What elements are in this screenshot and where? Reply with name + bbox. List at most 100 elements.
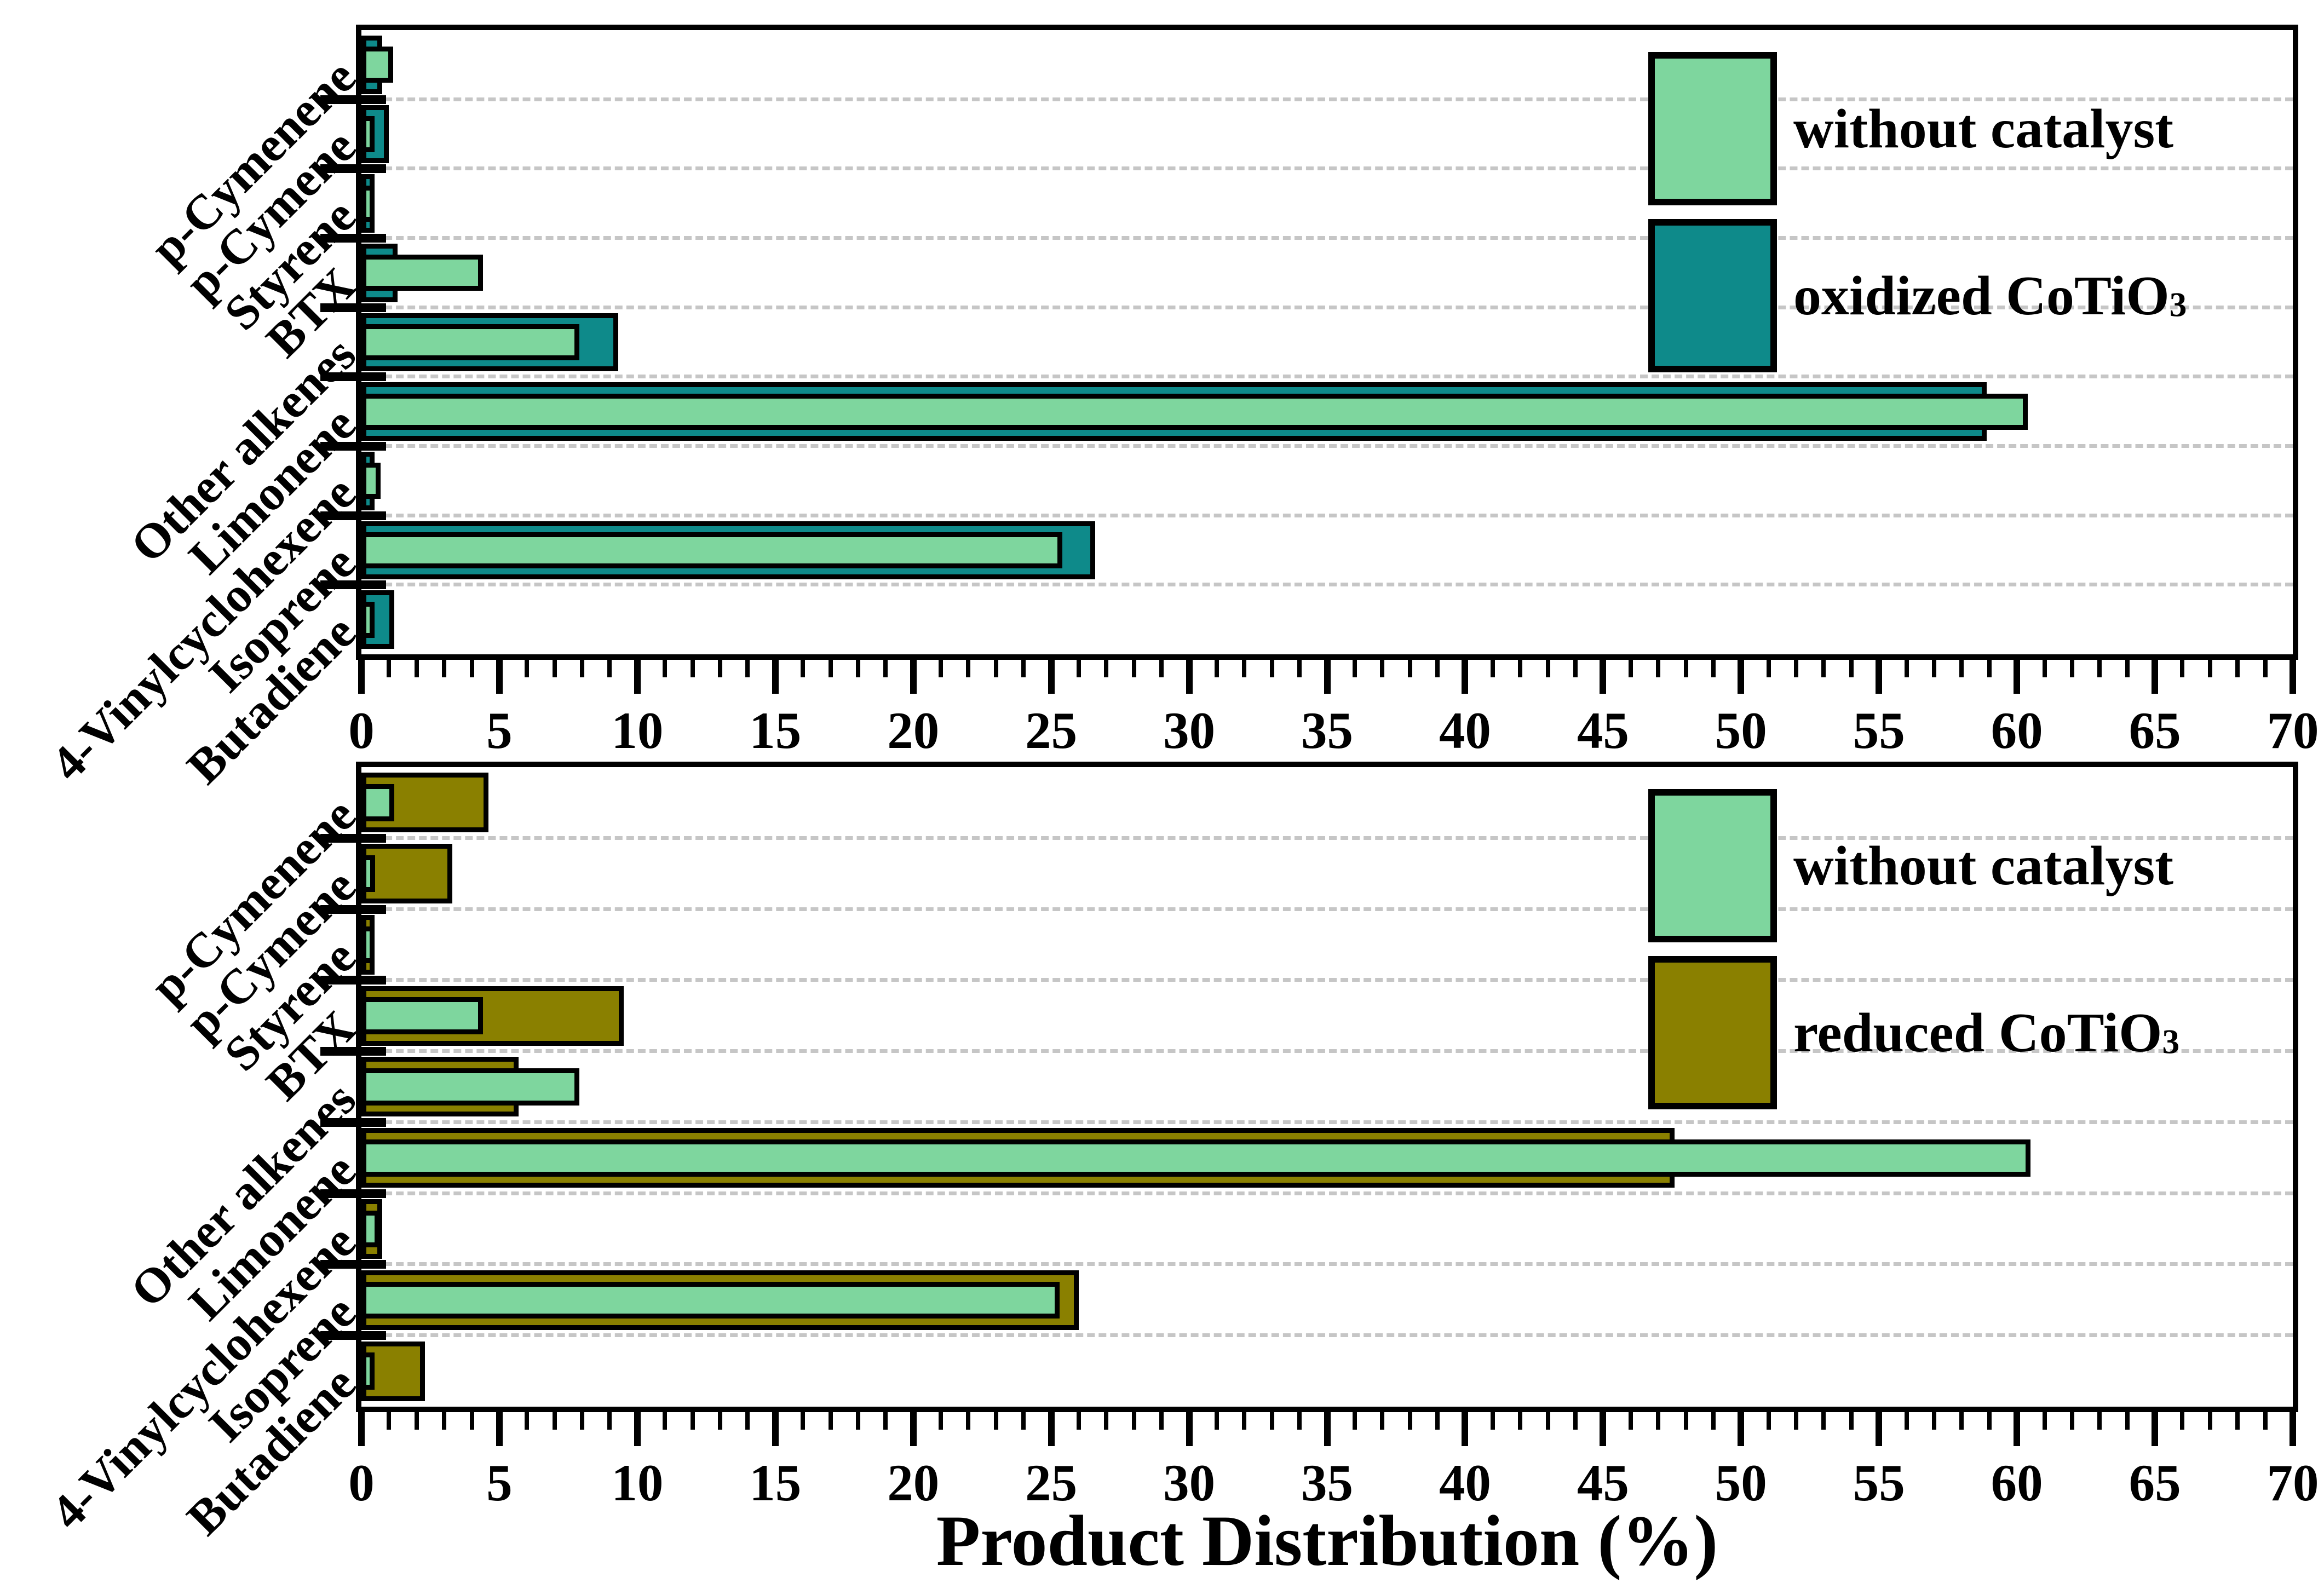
bar-reduced-cotio3-btx <box>361 986 624 1046</box>
x-minor-tick <box>2235 1412 2240 1430</box>
x-minor-tick <box>1380 1412 1385 1430</box>
bar-without-catalyst-p-cymene <box>361 116 375 152</box>
x-minor-tick <box>1490 1412 1495 1430</box>
bar-without-catalyst-butadiene <box>361 601 375 638</box>
x-tick-label: 70 <box>2267 701 2319 759</box>
x-major-tick <box>1048 660 1055 694</box>
bar-without-catalyst-other-alkenes <box>361 1068 580 1106</box>
bar-without-catalyst-isoprene <box>361 532 1062 568</box>
x-minor-tick <box>883 1412 888 1430</box>
x-minor-tick <box>993 660 998 677</box>
x-major-tick <box>358 1412 365 1446</box>
bar-without-catalyst-p-cymenene <box>361 47 393 83</box>
x-minor-tick <box>1904 660 1909 677</box>
x-minor-tick <box>1297 1412 1302 1430</box>
legend-swatch-oxidized-cotio3 <box>1648 219 1777 372</box>
legend-swatch-without-catalyst <box>1648 52 1777 205</box>
x-minor-tick <box>1077 660 1082 677</box>
x-minor-tick <box>801 1412 806 1430</box>
gridline <box>361 1120 2293 1124</box>
x-minor-tick <box>1214 1412 1219 1430</box>
x-minor-tick <box>1407 1412 1412 1430</box>
bar-without-catalyst-butadiene <box>361 1352 375 1390</box>
gridline <box>361 836 2293 840</box>
x-minor-tick <box>414 1412 419 1430</box>
x-minor-tick <box>1987 1412 1992 1430</box>
x-minor-tick <box>2263 660 2268 677</box>
x-tick-label: 5 <box>486 1454 513 1512</box>
x-minor-tick <box>2042 660 2047 677</box>
x-minor-tick <box>1131 660 1136 677</box>
x-minor-tick <box>1959 1412 1964 1430</box>
x-minor-tick <box>1766 660 1771 677</box>
x-tick-label: 55 <box>1853 1454 1905 1512</box>
x-minor-tick <box>1021 660 1026 677</box>
top-plot-area: without catalyst oxidized CoTiO 3 <box>320 25 2298 660</box>
x-minor-tick <box>552 1412 557 1430</box>
x-major-tick <box>1876 660 1883 694</box>
x-major-tick <box>910 1412 917 1446</box>
bar-without-catalyst-p-cymenene <box>361 784 395 821</box>
x-minor-tick <box>1821 660 1826 677</box>
x-major-tick <box>1876 1412 1883 1446</box>
bar-without-catalyst-btx <box>361 997 483 1034</box>
x-minor-tick <box>1628 660 1633 677</box>
x-minor-tick <box>966 660 971 677</box>
x-minor-tick <box>718 660 722 677</box>
gridline <box>361 236 2293 240</box>
gridline <box>361 513 2293 517</box>
x-tick-label: 10 <box>611 1454 664 1512</box>
y-tick <box>320 234 386 243</box>
x-minor-tick <box>663 1412 668 1430</box>
x-minor-tick <box>1269 660 1274 677</box>
x-minor-tick <box>1849 660 1854 677</box>
x-minor-tick <box>1545 660 1550 677</box>
bar-without-catalyst-limonene <box>361 1139 2031 1177</box>
x-minor-tick <box>1904 1412 1909 1430</box>
x-minor-tick <box>745 660 750 677</box>
x-tick-label: 50 <box>1715 1454 1767 1512</box>
x-tick-label: 0 <box>348 701 375 759</box>
x-minor-tick <box>1490 660 1495 677</box>
x-minor-tick <box>828 660 833 677</box>
x-minor-tick <box>2207 1412 2212 1430</box>
x-minor-tick <box>1545 1412 1550 1430</box>
bar-without-catalyst-p-cymene <box>361 855 376 893</box>
x-minor-tick <box>2180 660 2185 677</box>
x-minor-tick <box>469 1412 474 1430</box>
x-major-tick <box>2290 660 2296 694</box>
x-minor-tick <box>2180 1412 2185 1430</box>
bar-without-catalyst-4-vinylcyclohexene <box>361 463 381 499</box>
x-minor-tick <box>1931 660 1936 677</box>
x-major-tick <box>1600 1412 1607 1446</box>
gridline <box>361 1262 2293 1266</box>
x-major-tick <box>634 660 641 694</box>
x-tick-label: 15 <box>749 701 802 759</box>
x-minor-tick <box>1794 660 1799 677</box>
x-tick-label: 60 <box>1991 1454 2043 1512</box>
x-minor-tick <box>1656 660 1661 677</box>
x-minor-tick <box>745 1412 750 1430</box>
x-minor-tick <box>855 1412 860 1430</box>
x-major-tick <box>910 660 917 694</box>
x-minor-tick <box>1711 1412 1716 1430</box>
x-major-tick <box>1462 660 1469 694</box>
x-minor-tick <box>1380 660 1385 677</box>
bar-without-catalyst-limonene <box>361 393 2028 430</box>
gridline <box>361 583 2293 587</box>
x-minor-tick <box>2235 660 2240 677</box>
x-tick-label: 10 <box>611 701 664 759</box>
x-minor-tick <box>2263 1412 2268 1430</box>
gridline <box>361 97 2293 101</box>
x-minor-tick <box>1821 1412 1826 1430</box>
y-tick <box>320 303 386 312</box>
x-tick-label: 50 <box>1715 701 1767 759</box>
x-minor-tick <box>2069 660 2074 677</box>
x-minor-tick <box>552 660 557 677</box>
x-minor-tick <box>414 660 419 677</box>
x-minor-tick <box>1766 1412 1771 1430</box>
x-minor-tick <box>690 1412 695 1430</box>
x-tick-label: 65 <box>2129 701 2181 759</box>
x-minor-tick <box>1683 660 1688 677</box>
x-minor-tick <box>883 660 888 677</box>
